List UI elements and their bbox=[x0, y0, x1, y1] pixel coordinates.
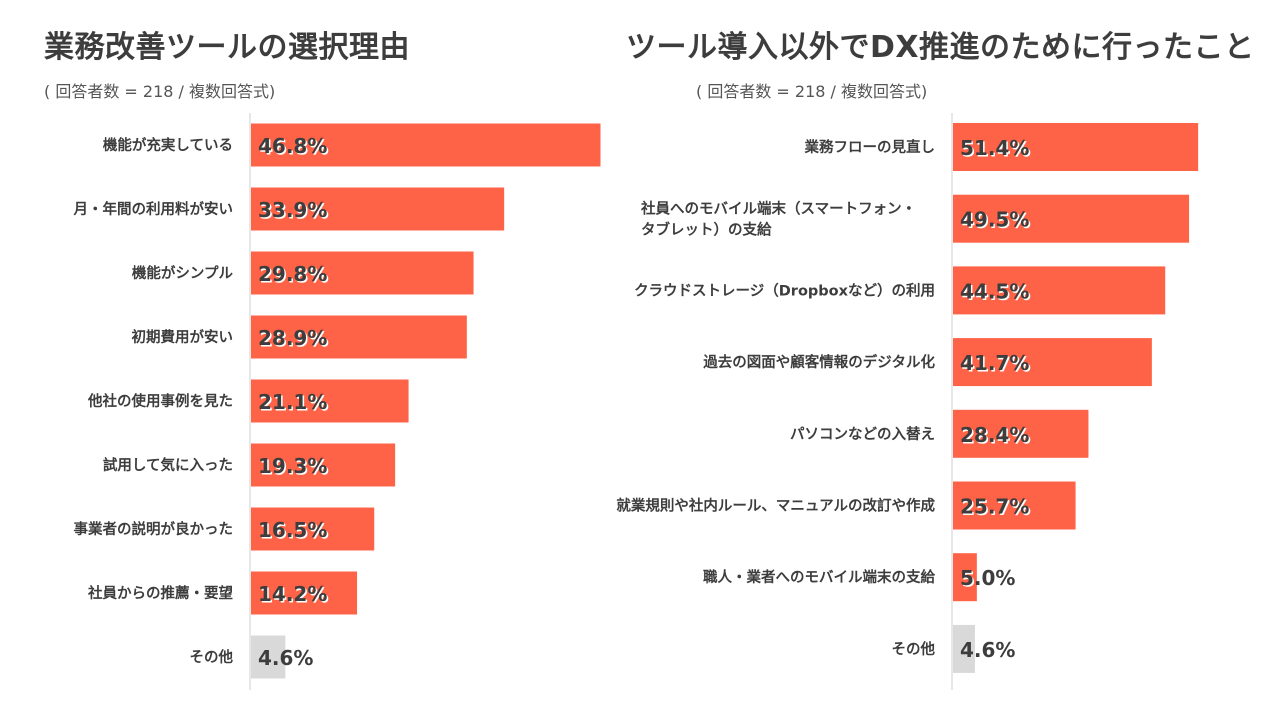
right-bar-7 bbox=[953, 624, 975, 673]
right-value-label: 41.7% bbox=[960, 351, 1029, 375]
right-category-label-line2: タブレット）の支給 bbox=[641, 221, 772, 239]
left-category-label: 機能が充実している bbox=[103, 136, 233, 154]
right-bar-3 bbox=[953, 338, 1152, 387]
right-value-label-shadow: 25.7% bbox=[962, 496, 1031, 520]
right-category-label: 過去の図面や顧客情報のデジタル化 bbox=[702, 353, 935, 371]
right-value-label-shadow: 41.7% bbox=[962, 353, 1031, 377]
left-category-label: 社員からの推薦・要望 bbox=[87, 584, 233, 602]
left-category-label: 機能がシンプル bbox=[132, 264, 234, 282]
left-value-label: 4.6% bbox=[258, 646, 313, 670]
right-value-label: 49.5% bbox=[960, 208, 1029, 232]
left-value-label-shadow: 21.1% bbox=[260, 392, 329, 416]
chart-title-left: 業務改善ツールの選択理由 bbox=[44, 30, 410, 65]
right-category-label: 職人・業者へのモバイル端末の支給 bbox=[703, 568, 935, 586]
left-bar-8 bbox=[251, 635, 286, 679]
right-value-label-shadow: 28.4% bbox=[962, 424, 1031, 448]
left-bar-4 bbox=[251, 379, 409, 423]
right-value-label-shadow: 44.5% bbox=[962, 281, 1031, 305]
right-category-label: 就業規則や社内ルール、マニュアルの改訂や作成 bbox=[616, 497, 935, 515]
left-bar-5 bbox=[251, 443, 396, 487]
left-category-label: その他 bbox=[190, 648, 234, 666]
right-value-label: 28.4% bbox=[960, 423, 1029, 447]
right-bar-4 bbox=[953, 409, 1089, 458]
chart-subtitle-left: ( 回答者数 = 218 / 複数回答式) bbox=[44, 82, 276, 101]
right-category-label: その他 bbox=[892, 640, 936, 658]
right-value-label: 44.5% bbox=[960, 279, 1029, 303]
right-value-label-shadow: 51.4% bbox=[962, 138, 1031, 162]
left-bar-1 bbox=[251, 187, 505, 231]
right-bar-6 bbox=[953, 553, 977, 602]
right-category-label: 業務フローの見直し bbox=[804, 138, 936, 156]
left-category-label: 事業者の説明が良かった bbox=[74, 520, 234, 538]
right-bar-5 bbox=[953, 481, 1076, 530]
left-value-label-shadow: 33.9% bbox=[260, 200, 329, 224]
left-value-label-shadow: 46.8% bbox=[260, 136, 329, 160]
left-value-label-shadow: 19.3% bbox=[260, 456, 329, 480]
right-bar-2 bbox=[953, 266, 1166, 315]
right-bar-0 bbox=[953, 123, 1199, 171]
left-category-label: 初期費用が安い bbox=[132, 328, 234, 346]
left-value-label: 14.2% bbox=[258, 582, 327, 606]
left-bar-6 bbox=[251, 507, 375, 551]
left-value-label: 28.9% bbox=[258, 326, 327, 350]
left-value-label: 21.1% bbox=[258, 390, 327, 414]
left-category-label: 他社の使用事例を見た bbox=[87, 392, 233, 410]
left-bar-0 bbox=[251, 123, 601, 167]
right-category-label-line1: 社員へのモバイル端末（スマートフォン・ bbox=[640, 200, 916, 218]
right-category-label: パソコンなどの入替え bbox=[790, 425, 935, 443]
left-value-label-shadow: 16.5% bbox=[260, 520, 329, 544]
left-bar-3 bbox=[251, 315, 467, 359]
chart-title-right: ツール導入以外でDX推進のために行ったこと bbox=[626, 30, 1255, 65]
left-value-label: 19.3% bbox=[258, 454, 327, 478]
left-value-label-shadow: 14.2% bbox=[260, 584, 329, 608]
left-category-label: 月・年間の利用料が安い bbox=[73, 200, 234, 218]
left-value-label-shadow: 28.9% bbox=[260, 328, 329, 352]
left-bar-7 bbox=[251, 571, 358, 615]
left-value-label: 33.9% bbox=[258, 198, 327, 222]
right-value-label: 25.7% bbox=[960, 495, 1029, 519]
left-value-label-shadow: 29.8% bbox=[260, 264, 329, 288]
right-bar-1 bbox=[953, 194, 1190, 243]
right-value-label-shadow: 5.0% bbox=[962, 568, 1017, 592]
chart-subtitle-right: ( 回答者数 = 218 / 複数回答式) bbox=[696, 82, 928, 101]
left-category-label: 試用して気に入った bbox=[103, 456, 233, 474]
right-value-label: 5.0% bbox=[960, 566, 1015, 590]
left-value-label: 29.8% bbox=[258, 262, 327, 286]
left-value-label: 46.8% bbox=[258, 134, 327, 158]
right-value-label: 51.4% bbox=[960, 136, 1029, 160]
left-bar-2 bbox=[251, 251, 474, 295]
right-value-label: 4.6% bbox=[960, 638, 1015, 662]
right-value-label-shadow: 49.5% bbox=[962, 209, 1031, 233]
right-category-label: クラウドストレージ（Dropboxなど）の利用 bbox=[634, 281, 935, 299]
left-value-label: 16.5% bbox=[258, 518, 327, 542]
